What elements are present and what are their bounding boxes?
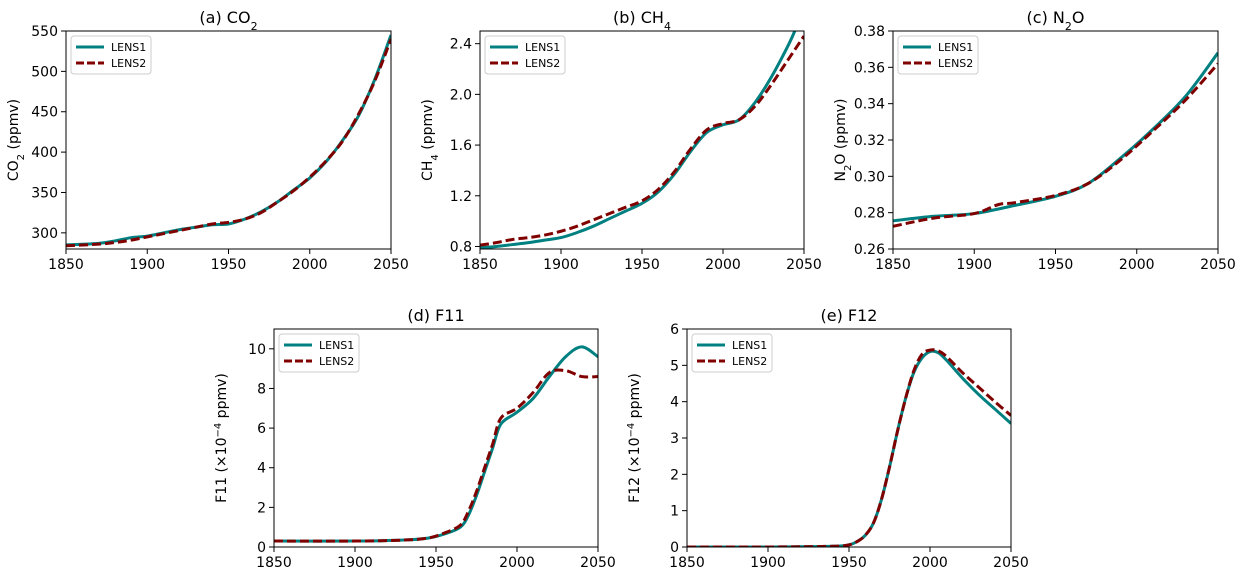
legend: LENS1 LENS2 xyxy=(897,35,979,75)
legend: LENS1 LENS2 xyxy=(484,35,566,75)
y-tick-label: 0.34 xyxy=(854,97,885,113)
y-tick-label: 350 xyxy=(31,185,58,201)
x-tick-label: 1850 xyxy=(48,257,84,273)
legend-label-lens1: LENS1 xyxy=(938,41,973,54)
y-tick-label: 0.26 xyxy=(854,242,885,258)
x-tick-label: 1950 xyxy=(211,257,247,273)
y-tick-label: 8 xyxy=(257,381,266,397)
legend-label-lens2: LENS2 xyxy=(732,355,767,368)
y-axis-label: CO2 (ppmv) xyxy=(6,99,27,181)
y-tick-label: 4 xyxy=(257,461,266,477)
y-axis-label: F11 (×10−4 ppmv) xyxy=(213,373,231,503)
legend: LENS1 LENS2 xyxy=(691,333,773,373)
x-tick-label: 2000 xyxy=(1119,257,1155,273)
chart-title: (e) F12 xyxy=(821,306,878,325)
y-tick-label: 400 xyxy=(31,145,58,161)
legend: LENS1 LENS2 xyxy=(278,333,360,373)
chart-title: (a) CO2 xyxy=(199,8,257,33)
x-tick-label: 2000 xyxy=(499,555,535,571)
y-tick-label: 2 xyxy=(670,467,679,483)
x-tick-label: 1950 xyxy=(418,555,454,571)
series-line-lens1 xyxy=(480,31,797,249)
x-tick-label: 1850 xyxy=(669,555,705,571)
legend-label-lens2: LENS2 xyxy=(111,57,146,70)
y-tick-label: 0.36 xyxy=(854,60,885,76)
x-tick-label: 2000 xyxy=(292,257,328,273)
legend-label-lens1: LENS1 xyxy=(525,41,560,54)
y-tick-label: 500 xyxy=(31,64,58,80)
x-tick-label: 1900 xyxy=(750,555,786,571)
y-tick-label: 5 xyxy=(670,358,679,374)
chart-b: 1850 1900 1950 2000 2050 0.8 1.2 1.6 2.0 2.4 (b) C… xyxy=(420,8,822,273)
y-tick-label: 1 xyxy=(670,504,679,520)
x-tick-label: 1900 xyxy=(337,555,373,571)
legend-label-lens2: LENS2 xyxy=(319,355,354,368)
x-tick-label: 2050 xyxy=(373,257,409,273)
legend-label-lens2: LENS2 xyxy=(938,57,973,70)
y-tick-label: 450 xyxy=(31,105,58,121)
x-tick-label: 2000 xyxy=(912,555,948,571)
y-tick-label: 1.2 xyxy=(450,189,472,205)
series-line-lens1 xyxy=(893,51,1218,223)
x-tick-label: 1900 xyxy=(543,257,579,273)
legend: LENS1 LENS2 xyxy=(70,35,152,75)
y-tick-label: 0.8 xyxy=(450,239,472,255)
x-tick-label: 2000 xyxy=(705,257,741,273)
y-tick-label: 2.4 xyxy=(450,37,472,53)
x-tick-label: 1950 xyxy=(1038,257,1074,273)
y-tick-label: 550 xyxy=(31,24,58,40)
y-tick-label: 1.6 xyxy=(450,138,472,154)
y-tick-label: 2 xyxy=(257,500,266,516)
chart-a: 1850 1900 1950 2000 2050 300 350 400 450 500 550 (a… xyxy=(6,8,409,273)
series-line-lens2 xyxy=(687,348,1011,547)
chart-d: 1850 1900 1950 2000 2050 0 2 4 6 8 10 (d) F11 F11 (×… xyxy=(213,306,616,571)
y-tick-label: 0 xyxy=(257,540,266,556)
x-tick-label: 1850 xyxy=(875,257,911,273)
series-line-lens2 xyxy=(66,38,391,248)
y-tick-label: 300 xyxy=(31,226,58,242)
legend-label-lens2: LENS2 xyxy=(525,57,560,70)
chart-title: (d) F11 xyxy=(407,306,464,325)
x-tick-label: 2050 xyxy=(1200,257,1236,273)
x-tick-label: 1900 xyxy=(129,257,165,273)
y-tick-label: 10 xyxy=(248,342,266,358)
x-tick-label: 1900 xyxy=(956,257,992,273)
x-tick-label: 2050 xyxy=(993,555,1029,571)
legend-label-lens1: LENS1 xyxy=(111,41,146,54)
y-tick-label: 3 xyxy=(670,431,679,447)
y-axis-label: N2O (ppmv) xyxy=(833,99,854,182)
legend-label-lens1: LENS1 xyxy=(319,339,354,352)
y-axis-label: F12 (×10−4 ppmv) xyxy=(626,373,644,503)
y-tick-label: 0.28 xyxy=(854,206,885,222)
chart-title: (b) CH4 xyxy=(613,8,671,33)
legend-label-lens1: LENS1 xyxy=(732,339,767,352)
y-tick-label: 4 xyxy=(670,395,679,411)
y-tick-label: 0.38 xyxy=(854,24,885,40)
chart-e: 1850 1900 1950 2000 2050 0 1 2 3 4 5 6 (e) F12 F12 (×… xyxy=(626,306,1029,571)
y-tick-label: 6 xyxy=(670,322,679,338)
series-line-lens2 xyxy=(893,62,1218,228)
y-tick-label: 0.32 xyxy=(854,133,885,149)
x-tick-label: 1850 xyxy=(462,257,498,273)
series-line-lens1 xyxy=(274,345,598,543)
y-tick-label: 0.30 xyxy=(854,169,885,185)
series-line-lens2 xyxy=(480,35,804,247)
series-line-lens2 xyxy=(274,368,598,543)
y-tick-label: 0 xyxy=(670,540,679,556)
chart-title: (c) N2O xyxy=(1027,8,1085,33)
x-tick-label: 2050 xyxy=(580,555,616,571)
y-tick-label: 2.0 xyxy=(450,87,472,103)
x-tick-label: 2050 xyxy=(786,257,822,273)
y-tick-label: 6 xyxy=(257,421,266,437)
chart-c: 1850 1900 1950 2000 2050 0.26 0.28 0.30 0.32 0.34… xyxy=(833,8,1236,273)
x-tick-label: 1950 xyxy=(624,257,660,273)
y-axis-label: CH4 (ppmv) xyxy=(420,99,441,181)
series-line-lens1 xyxy=(687,349,1011,547)
x-tick-label: 1850 xyxy=(256,555,292,571)
x-tick-label: 1950 xyxy=(831,555,867,571)
